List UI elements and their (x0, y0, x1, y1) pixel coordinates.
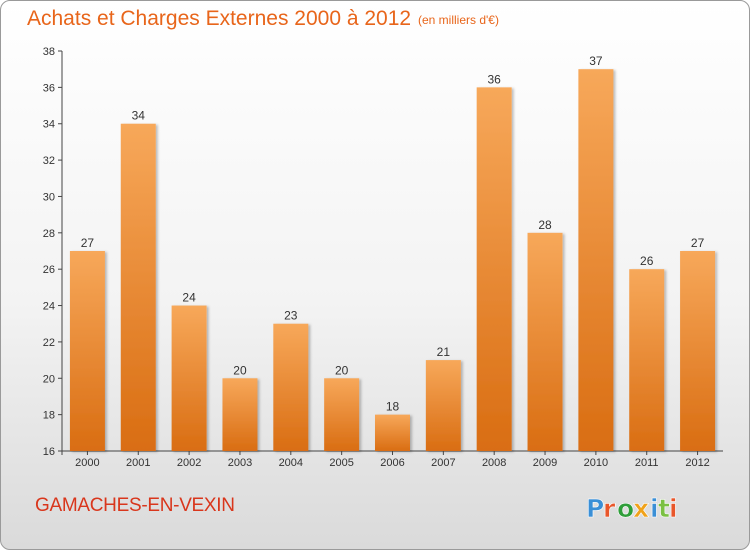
logo-letter: i (669, 494, 678, 523)
y-tick-label: 24 (43, 301, 55, 313)
bar-2000 (69, 251, 105, 451)
logo-letter: t (658, 494, 670, 523)
bar-2008 (476, 87, 512, 451)
bar-2012 (680, 251, 716, 451)
data-label-2010: 37 (589, 54, 603, 68)
bar-2001 (120, 123, 156, 452)
logo-letter: x (633, 494, 649, 523)
data-label-2005: 20 (335, 363, 349, 377)
bar-2004 (273, 323, 309, 451)
proxiti-logo: Pr ox i t i (586, 494, 678, 524)
logo-letter: o (617, 494, 634, 523)
bar-2002 (171, 305, 207, 451)
data-label-2001: 34 (132, 109, 146, 123)
y-tick-label: 18 (43, 410, 55, 422)
bar-2006 (375, 414, 410, 451)
x-tick-label-2006: 2006 (380, 457, 404, 469)
data-label-2011: 26 (640, 254, 654, 268)
data-label-2004: 23 (284, 309, 298, 323)
data-label-2007: 21 (437, 345, 451, 359)
x-tick-label-2010: 2010 (584, 457, 608, 469)
x-tick-label-2004: 2004 (279, 457, 303, 469)
y-tick-label: 20 (43, 373, 55, 385)
data-label-2002: 24 (182, 291, 196, 305)
y-tick-label: 30 (43, 191, 55, 203)
bar-2007 (425, 360, 461, 451)
bar-2009 (527, 232, 563, 451)
x-tick-label-2002: 2002 (177, 457, 201, 469)
x-tick-label-2007: 2007 (431, 457, 455, 469)
bar-2005 (324, 378, 360, 451)
x-tick-label-2001: 2001 (126, 457, 150, 469)
x-tick-label-2005: 2005 (329, 457, 353, 469)
x-tick-label-2012: 2012 (685, 457, 709, 469)
y-tick-label: 16 (43, 446, 55, 458)
x-tick-label-2011: 2011 (635, 457, 659, 469)
y-tick-label: 32 (43, 155, 55, 167)
x-tick-label-2008: 2008 (482, 457, 506, 469)
bar-2011 (629, 269, 665, 451)
x-tick-label-2003: 2003 (228, 457, 252, 469)
data-label-2008: 36 (488, 72, 502, 86)
y-tick-label: 22 (43, 337, 55, 349)
logo-letter: i (650, 494, 659, 523)
y-tick-label: 28 (43, 228, 55, 240)
y-tick-label: 26 (43, 264, 55, 276)
y-tick-label: 34 (43, 119, 55, 131)
data-label-2009: 28 (538, 218, 552, 232)
data-label-2006: 18 (386, 400, 400, 414)
logo-letter: P (586, 494, 604, 523)
data-label-2012: 27 (691, 236, 705, 250)
logo-letter: r (603, 494, 616, 523)
y-tick-label: 36 (43, 82, 55, 94)
chart-unit: (en milliers d'€) (418, 13, 499, 27)
x-tick-label-2009: 2009 (533, 457, 557, 469)
bar-2010 (578, 69, 614, 451)
plot-area: 16 18 20 22 24 26 28 30 32 34 36 38 27 2000 34 2001 24 20… (43, 46, 723, 469)
commune-name: GAMACHES-EN-VEXIN (35, 495, 235, 516)
data-label-2003: 20 (233, 363, 247, 377)
bar-2003 (222, 378, 258, 451)
y-tick-label: 38 (43, 46, 55, 58)
chart-title: Achats et Charges Externes 2000 à 2012 (27, 7, 412, 30)
data-label-2000: 27 (81, 236, 95, 250)
x-tick-label-2000: 2000 (75, 457, 99, 469)
